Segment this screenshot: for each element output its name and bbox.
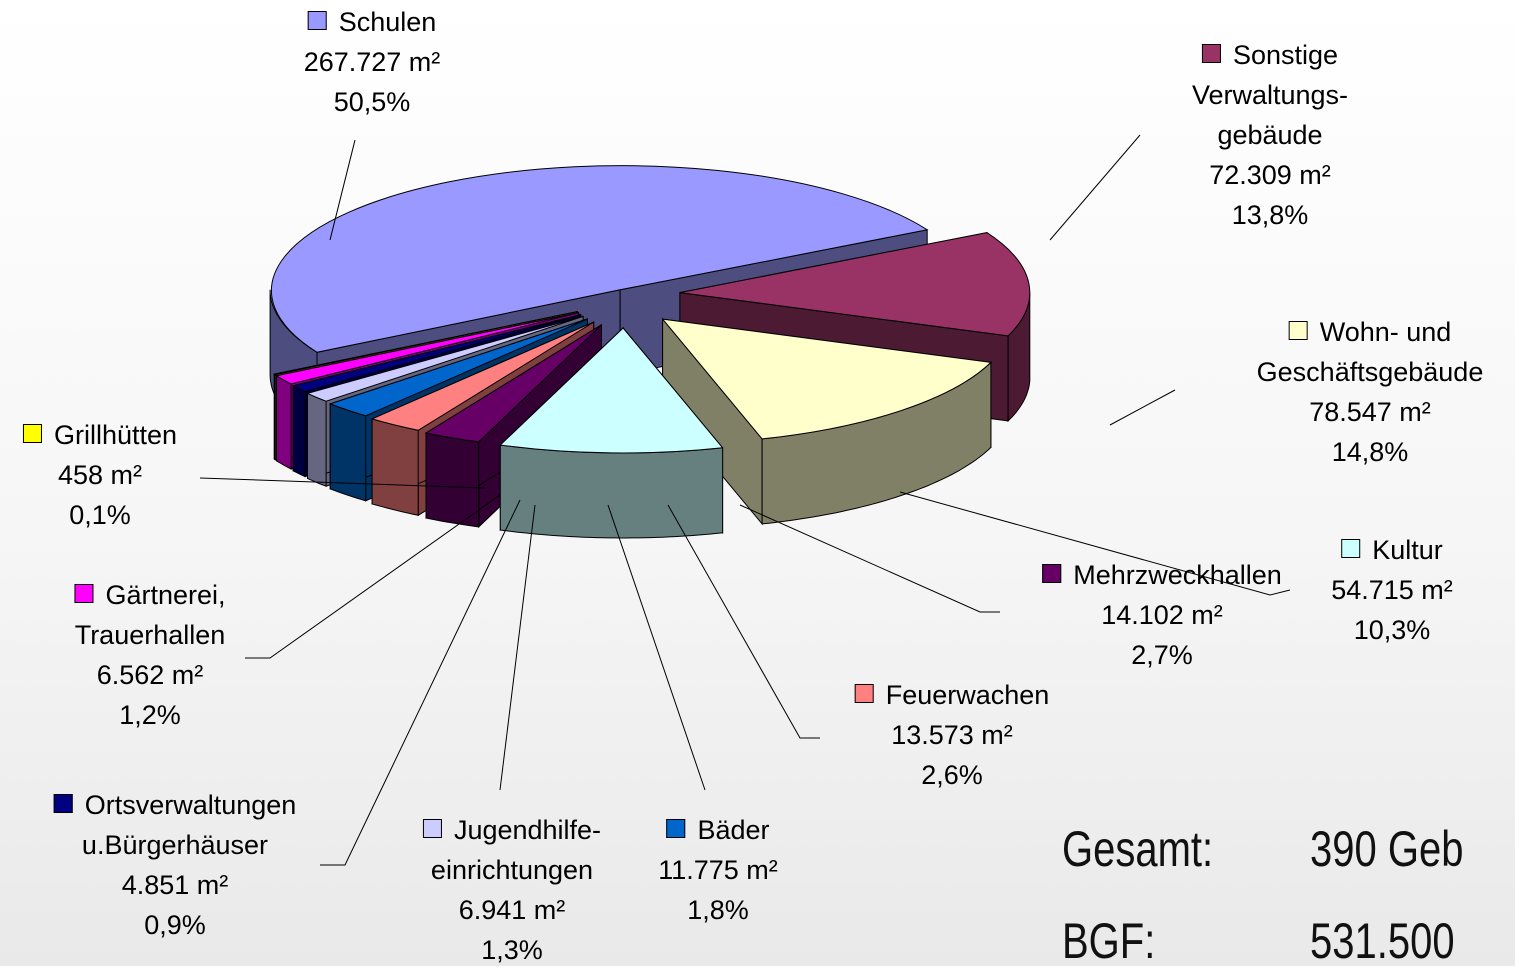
percent-label: 10,3% [1331,610,1453,650]
category-label: Feuerwachen [886,680,1050,710]
value-label: 4.851 m² [54,865,297,905]
slice-wall [293,386,305,477]
slice-wall [372,419,418,515]
slice-wall [308,393,327,486]
legend-key [1042,564,1061,583]
percent-label: 2,7% [1042,635,1282,675]
leader-line [1110,390,1175,425]
value-label: 54.715 m² [1331,570,1453,610]
leader-line [608,505,705,790]
legend-entry: Sonstige Verwaltungs- gebäude [1192,35,1348,155]
legend-key [1202,44,1221,63]
percent-label: 2,6% [855,755,1050,795]
legend-key [54,794,73,813]
legend-key [308,11,327,30]
percent-label: 0,1% [23,495,177,535]
category-label: Bäder [697,815,769,845]
slice-wall [274,374,275,460]
category-label: Jugendhilfe- einrichtungen [431,815,601,885]
slice-wall [277,376,292,469]
slice-wall [330,404,366,501]
legend-entry: Schulen [304,2,441,42]
legend-key [23,424,42,443]
percent-label: 13,8% [1192,195,1348,235]
legend-entry: Wohn- und Geschäftsgebäude [1257,312,1484,392]
value-label: 13.573 m² [855,715,1050,755]
category-label: Grillhütten [54,420,177,450]
category-label: Schulen [339,7,437,37]
slice-wall [500,445,722,538]
page: {"chart_data": {"type": "pie3d", "catego… [0,0,1515,966]
legend-entry: Gärtnerei, Trauerhallen [74,575,225,655]
summary-label: BGF: [1062,912,1155,970]
legend-key [1289,321,1308,340]
legend-entry: Mehrzweckhallen [1042,555,1282,595]
percent-label: 50,5% [304,82,441,122]
leader-line [668,505,820,738]
percent-label: 14,8% [1257,432,1484,472]
leader-line [500,505,535,790]
legend-entry: Ortsverwaltungen u.Bürgerhäuser [54,785,297,865]
legend-entry: Bäder [658,810,778,850]
percent-label: 1,2% [74,695,225,735]
legend-key [423,819,442,838]
legend-key [666,819,685,838]
summary-value: 531.500 [1310,912,1455,970]
value-label: 458 m² [23,455,177,495]
value-label: 78.547 m² [1257,392,1484,432]
legend-entry: Grillhütten [23,415,177,455]
category-label: Kultur [1372,535,1443,565]
percent-label: 1,3% [423,930,601,970]
leader-line [1050,135,1140,240]
value-label: 6.562 m² [74,655,225,695]
value-label: 6.941 m² [423,890,601,930]
legend-key [74,584,93,603]
slice-wall [426,433,479,527]
legend-key [1341,539,1360,558]
legend-entry: Jugendhilfe- einrichtungen [423,810,601,890]
value-label: 14.102 m² [1042,595,1282,635]
legend-key [855,684,874,703]
percent-label: 0,9% [54,905,297,945]
category-label: Mehrzweckhallen [1073,560,1282,590]
percent-label: 1,8% [658,890,778,930]
value-label: 72.309 m² [1192,155,1348,195]
category-label: Ortsverwaltungen u.Bürgerhäuser [82,790,296,860]
legend-entry: Feuerwachen [855,675,1050,715]
value-label: 267.727 m² [304,42,441,82]
value-label: 11.775 m² [658,850,778,890]
summary-label: Gesamt: [1062,820,1213,878]
legend-entry: Kultur [1331,530,1453,570]
category-label: Gärtnerei, Trauerhallen [75,580,226,650]
summary-value: 390 Geb [1310,820,1463,878]
